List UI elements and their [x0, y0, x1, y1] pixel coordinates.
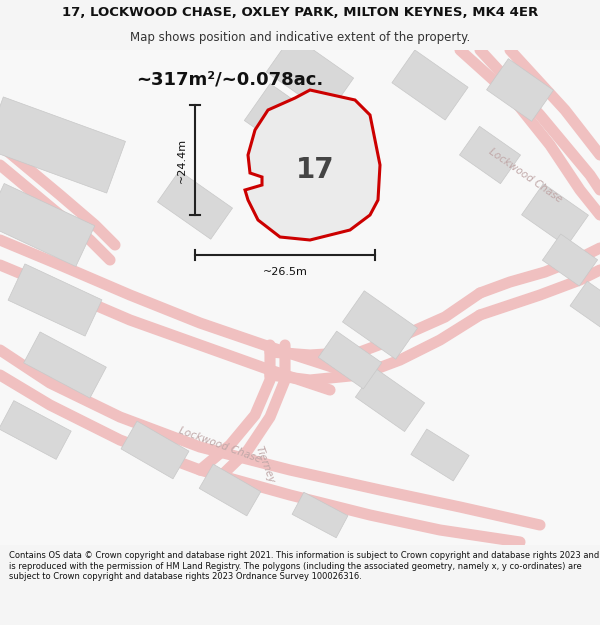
Polygon shape — [199, 464, 261, 516]
Polygon shape — [0, 97, 125, 193]
Polygon shape — [266, 35, 353, 115]
Polygon shape — [355, 369, 425, 431]
Text: ~317m²/~0.078ac.: ~317m²/~0.078ac. — [136, 71, 323, 89]
Polygon shape — [121, 421, 189, 479]
Polygon shape — [392, 50, 468, 120]
Text: ~26.5m: ~26.5m — [263, 267, 307, 277]
Text: Map shows position and indicative extent of the property.: Map shows position and indicative extent… — [130, 31, 470, 44]
Text: Contains OS data © Crown copyright and database right 2021. This information is : Contains OS data © Crown copyright and d… — [9, 551, 599, 581]
Text: Lockwood Chase: Lockwood Chase — [487, 146, 563, 204]
Text: 17: 17 — [296, 156, 334, 184]
Polygon shape — [292, 492, 348, 538]
Polygon shape — [0, 401, 71, 459]
Polygon shape — [487, 59, 553, 121]
Text: Lockwood Chase: Lockwood Chase — [178, 426, 263, 464]
Polygon shape — [23, 332, 106, 398]
Polygon shape — [8, 264, 102, 336]
Polygon shape — [542, 234, 598, 286]
Polygon shape — [343, 291, 418, 359]
Polygon shape — [245, 90, 380, 240]
Text: 17, LOCKWOOD CHASE, OXLEY PARK, MILTON KEYNES, MK4 4ER: 17, LOCKWOOD CHASE, OXLEY PARK, MILTON K… — [62, 6, 538, 19]
Text: ~24.4m: ~24.4m — [177, 138, 187, 182]
Polygon shape — [521, 184, 589, 246]
Polygon shape — [244, 84, 335, 166]
Polygon shape — [460, 126, 521, 184]
Polygon shape — [318, 331, 382, 389]
Polygon shape — [411, 429, 469, 481]
Polygon shape — [0, 184, 95, 266]
Polygon shape — [570, 281, 600, 329]
Polygon shape — [157, 171, 233, 239]
Text: Tierney: Tierney — [254, 445, 277, 485]
